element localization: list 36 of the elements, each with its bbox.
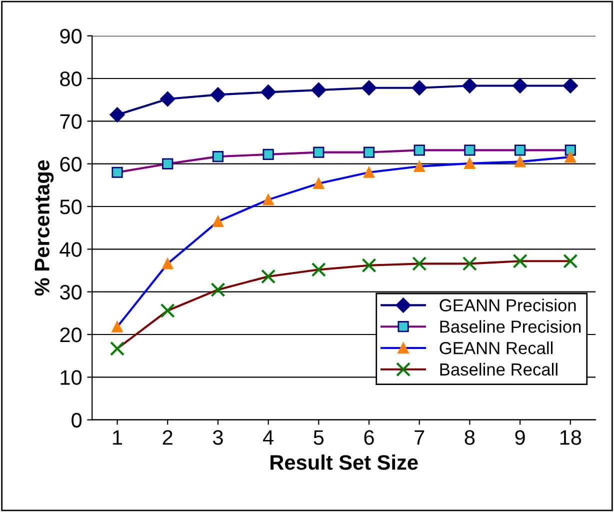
legend-label: GEANN Precision [440,298,576,312]
y-tick-label: 40 [60,242,82,257]
x-tick-label: 4 [263,430,274,445]
x-tick-label: 9 [515,430,525,445]
point [260,84,276,100]
y-tick-label: 80 [60,72,82,86]
x-tick-label: 6 [364,430,374,445]
x-axis-title: Result Set Size [270,454,418,470]
point [311,82,326,98]
point [412,80,427,96]
x-tick-label: 7 [414,430,424,445]
y-tick-label: 70 [60,114,82,129]
x-tick-label: 8 [464,430,475,445]
y-tick-label: 10 [60,370,82,385]
x-tick-label: 18 [560,430,582,445]
legend-label: Baseline Recall [440,362,558,376]
x-tick-label: 2 [162,430,172,445]
legend-label: Baseline Precision [440,320,581,333]
point [210,87,226,102]
point [562,78,578,94]
point [512,78,528,94]
x-tick-label: 3 [212,430,223,445]
point [110,107,125,122]
x-tick-label: 1 [113,430,122,445]
y-tick-label: 0 [72,412,82,428]
x-tick-label: 5 [314,430,324,445]
y-tick-label: 60 [60,156,82,172]
legend-label: GEANN Recall [440,341,553,354]
point [160,91,176,107]
point [462,78,478,94]
y-tick-label: 20 [60,328,82,342]
y-axis-title: % Percentage [34,160,54,296]
y-tick-label: 50 [60,200,82,214]
y-tick-label: 90 [60,28,82,44]
y-tick-label: 30 [60,284,82,300]
point [361,80,377,96]
